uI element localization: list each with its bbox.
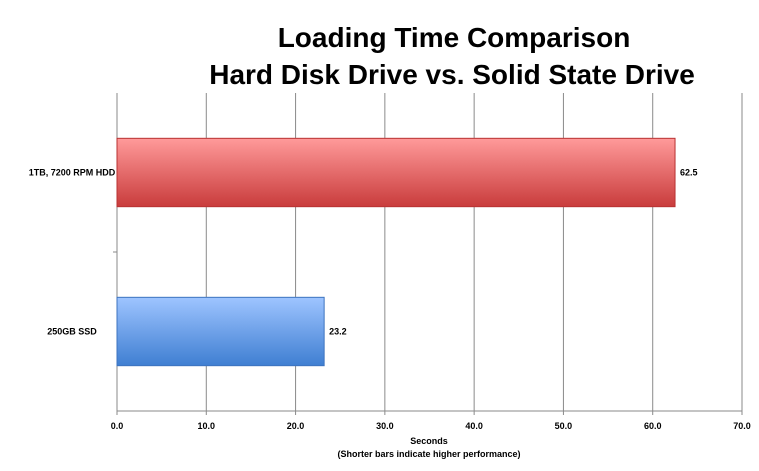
x-tick-label: 20.0 xyxy=(287,421,305,431)
x-tick-label: 30.0 xyxy=(376,421,394,431)
x-axis-title: Seconds xyxy=(410,436,448,446)
chart-title-line-2: Hard Disk Drive vs. Solid State Drive xyxy=(209,59,695,90)
x-tick-label: 70.0 xyxy=(733,421,751,431)
data-label: 23.2 xyxy=(329,327,347,337)
x-tick-label: 10.0 xyxy=(198,421,216,431)
category-label: 1TB, 7200 RPM HDD xyxy=(29,168,116,178)
bar-ssd xyxy=(116,296,325,367)
chart-title-line-1: Loading Time Comparison xyxy=(278,22,631,53)
x-tick-label: 60.0 xyxy=(644,421,662,431)
bars xyxy=(116,137,676,367)
bar-hdd xyxy=(116,137,676,208)
x-tick-label: 40.0 xyxy=(465,421,483,431)
category-label: 250GB SSD xyxy=(47,327,97,337)
x-tick-label: 0.0 xyxy=(111,421,124,431)
data-label: 62.5 xyxy=(680,168,698,178)
labels: 0.0 10.0 20.0 30.0 40.0 50.0 60.0 70.0 1TB, 7200… xyxy=(29,168,751,432)
x-tick-label: 50.0 xyxy=(555,421,573,431)
x-axis-note: (Shorter bars indicate higher performanc… xyxy=(337,449,520,459)
